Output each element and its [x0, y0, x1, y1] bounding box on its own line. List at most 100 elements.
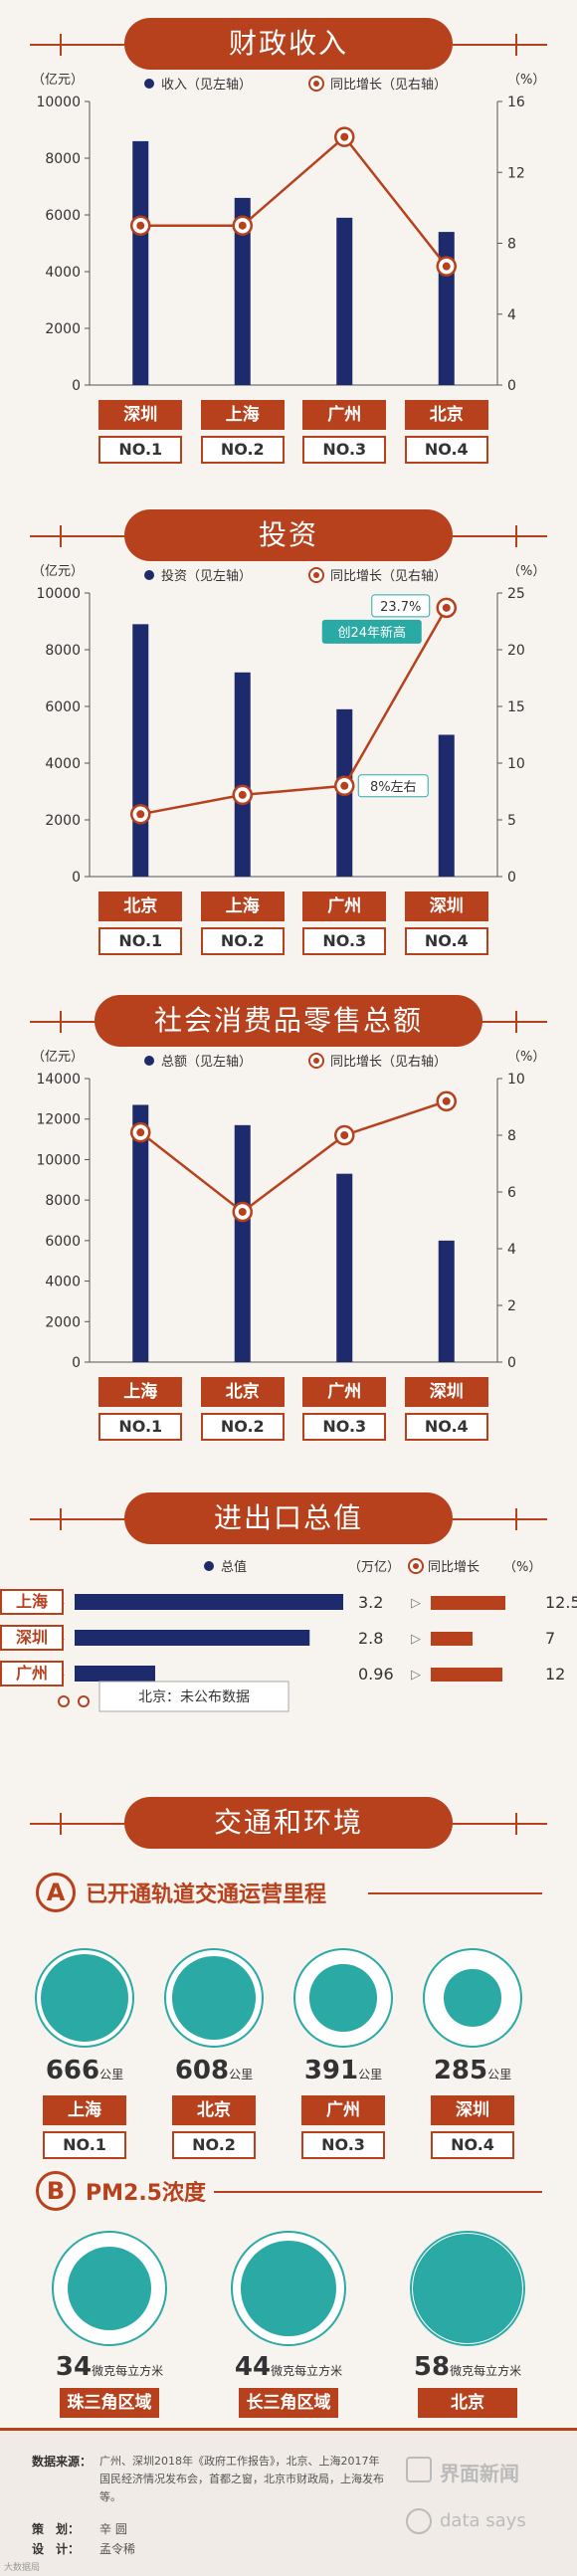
trade-city-label: 上海: [0, 1589, 64, 1615]
category-label: 深圳: [404, 892, 488, 921]
category-label: 广州: [302, 400, 387, 430]
left-tick-label: 8000: [45, 151, 81, 167]
right-axis-unit: （%）: [507, 564, 545, 579]
section-title-trade: 进出口总值: [0, 1492, 577, 1544]
total-value: 2.8: [358, 1629, 383, 1648]
legend-line-marker-dot: [313, 1058, 319, 1064]
growth-bar-上海: [431, 1596, 505, 1610]
rail-length-value: 285: [433, 2056, 488, 2085]
left-tick-label: 10000: [36, 586, 81, 602]
annotation-record-box: [321, 619, 422, 644]
pm-value-unit: 微克每立方米: [271, 2364, 343, 2378]
legend-total-unit: （万亿）: [348, 1560, 400, 1575]
section-title-fiscal: 财政收入: [0, 18, 577, 70]
planner-label: 策 划：: [32, 2522, 81, 2536]
growth-point-dot: [238, 790, 247, 799]
growth-line: [140, 134, 448, 268]
designer-label: 设 计：: [32, 2542, 81, 2556]
legend-total-marker: [204, 1561, 214, 1571]
legend-bar-label: 总额（见左轴）: [161, 1055, 252, 1070]
right-tick-label: 25: [507, 586, 525, 602]
right-axis-unit: （%）: [507, 1050, 545, 1065]
pm-region-label: 珠三角区域: [60, 2388, 159, 2418]
right-tick-label: 8: [507, 237, 516, 253]
left-tick-label: 8000: [45, 643, 81, 659]
right-tick-label: 2: [507, 1298, 516, 1314]
right-tick-label: 8: [507, 1128, 516, 1144]
rank-label: NO.3: [302, 1413, 387, 1441]
rail-circle-深圳: [444, 1969, 501, 2027]
left-tick-label: 8000: [45, 1193, 81, 1209]
section-title-investment: 投资: [0, 509, 577, 561]
growth-value: 7: [545, 1629, 555, 1648]
pm-region-label: 北京: [418, 2388, 517, 2418]
bar-北京: [438, 232, 455, 385]
bar-深圳: [438, 1240, 455, 1362]
left-axis-unit: （亿元）: [32, 1050, 84, 1065]
growth-value: 12.5: [545, 1593, 577, 1612]
pm-value: 34微克每立方米: [30, 2352, 189, 2382]
left-tick-label: 12000: [36, 1112, 81, 1128]
brand-name: 界面新闻: [440, 2462, 519, 2485]
right-tick-label: 20: [507, 643, 525, 659]
category-label: 广州: [302, 892, 387, 921]
left-axis-unit: （亿元）: [32, 564, 84, 579]
section-title-text: 交通和环境: [124, 1797, 453, 1849]
row-arrow-icon: ▷: [411, 1596, 421, 1611]
rail-rank-label: NO.4: [431, 2131, 514, 2159]
pm-value: 58微克每立方米: [388, 2352, 547, 2382]
row-arrow-icon: ▷: [411, 1632, 421, 1647]
category-label: 上海: [200, 892, 285, 921]
pm-value: 44微克每立方米: [209, 2352, 368, 2382]
data-says-logo-icon: [406, 2508, 432, 2534]
growth-bar-广州: [431, 1668, 502, 1682]
pm-value-number: 58: [413, 2352, 451, 2382]
note-text: 北京：未公布数据: [138, 1689, 250, 1705]
right-tick-label: 10: [507, 756, 525, 772]
growth-bar-深圳: [431, 1632, 473, 1646]
rail-length-value: 608: [174, 2056, 230, 2085]
rail-length-value: 666: [45, 2056, 100, 2085]
rail-city-label: 广州: [301, 2095, 385, 2125]
note-box: [98, 1681, 289, 1712]
legend-growth-marker-dot: [413, 1563, 419, 1569]
chart-retail: 总额（见左轴） 同比增长（见右轴） （亿元） （%） 0 2000 4000 6000 8000…: [32, 1050, 545, 1371]
pm-title: PM2.5浓度: [86, 2181, 206, 2206]
annotation-top-text: 23.7%: [380, 600, 421, 615]
left-tick-label: 10000: [36, 1152, 81, 1168]
section-title-text: 投资: [124, 509, 453, 561]
brand-logo-icon: [406, 2457, 432, 2482]
section-title-text: 社会消费品零售总额: [95, 995, 482, 1047]
left-tick-label: 4000: [45, 756, 81, 772]
rank-label: NO.3: [302, 436, 387, 464]
category-label: 北京: [98, 892, 183, 921]
bar-上海: [234, 672, 251, 877]
category-label: 深圳: [404, 1377, 488, 1407]
rail-length-unit: 公里: [229, 2068, 254, 2081]
section-title-retail: 社会消费品零售总额: [0, 995, 577, 1047]
category-label: 上海: [98, 1377, 183, 1407]
category-label: 上海: [200, 400, 285, 430]
growth-line: [139, 1099, 448, 1214]
right-axis-unit: （%）: [507, 73, 545, 88]
category-label: 深圳: [98, 400, 183, 430]
rank-label: NO.2: [200, 436, 285, 464]
chart-investment: 投资（见左轴） 同比增长（见右轴） （亿元） （%） 0 2000 4000 6000 8000…: [32, 564, 545, 886]
rail-title: 已开通轨道交通运营里程: [86, 1882, 327, 1907]
growth-point-dot: [136, 810, 145, 819]
legend-line-marker-dot: [313, 572, 319, 578]
note-dot-icon: [58, 1695, 70, 1707]
annotation-top-box: [371, 594, 431, 618]
left-tick-label: 14000: [36, 1072, 81, 1088]
right-tick-label: 6: [507, 1185, 516, 1201]
trade-city-label: 广州: [0, 1661, 64, 1686]
total-bar-广州: [75, 1666, 155, 1682]
right-tick-label: 0: [507, 1355, 516, 1371]
pm-region-label: 长三角区域: [239, 2388, 338, 2418]
total-bar-深圳: [75, 1630, 310, 1646]
rail-rank-label: NO.2: [172, 2131, 256, 2159]
row-arrow-icon: ▷: [411, 1668, 421, 1683]
legend-bar-label: 投资（见左轴）: [161, 568, 252, 584]
right-tick-label: 10: [507, 1072, 525, 1088]
corner-watermark: 大数据局: [4, 2563, 41, 2573]
